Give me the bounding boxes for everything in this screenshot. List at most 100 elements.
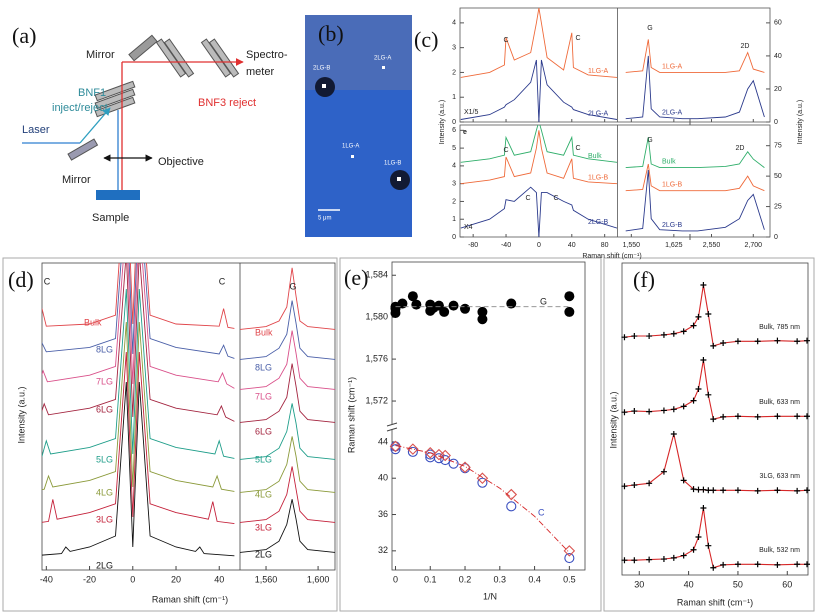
point [424,447,437,459]
series-label: 1LG-B [662,182,683,189]
data-point [670,431,677,437]
peak-label: C [503,37,508,44]
x-tick-label: -40 [40,574,53,584]
series-label: 3LG, 633 nm [760,473,801,480]
panel-label: (f) [633,267,655,292]
spectrum [240,330,335,390]
axis-title: 1/N [483,591,497,601]
filter-bnf3 [155,38,240,78]
x-tick-label: 2,550 [703,242,721,249]
spectrum [240,499,335,553]
data-point [660,407,667,414]
x-tick-label: 0 [393,574,398,584]
data-point [670,554,677,561]
spectrum [460,130,617,185]
scale-label: X1/5 [464,109,479,116]
fit-line [624,284,808,347]
data-point [621,557,628,564]
point [448,458,459,469]
data-point [710,342,717,349]
plot-frame [621,262,809,576]
peak-label: C [503,147,508,154]
peak-label: C [553,195,558,202]
y2-tick-label: 50 [774,173,782,180]
fit-line [624,359,807,420]
data-point [695,313,702,320]
axis-title: Intensity (a.u.) [608,391,618,448]
plot-frame [459,124,771,238]
data-point [720,413,727,420]
y2-tick-label: 20 [774,86,782,93]
series-label: Bulk [255,327,273,337]
data-point [631,482,638,489]
data-point [660,331,667,338]
y-tick-label: 1 [452,94,456,101]
axis-title: Raman shift (cm⁻¹) [677,597,753,607]
series-label: 5LG [255,454,272,464]
spectrum [240,436,335,493]
y-tick-label: 4 [452,163,456,170]
y-tick-label: 3 [452,44,456,51]
x-tick-label: 30 [634,579,644,589]
data-point [804,561,811,568]
series-label: 2LG [96,560,113,570]
peak-label: C [44,276,51,286]
data-point [774,413,781,420]
label: Laser [22,124,50,136]
panel-label: (a) [12,23,36,48]
point [407,446,418,457]
data-point [660,556,667,563]
spectrum [240,267,335,330]
series-label: 3LG [255,522,272,532]
data-point [695,534,702,540]
data-point [754,561,761,568]
spectrum [42,321,235,492]
series-label: 7LG [255,391,272,401]
spectrum [625,39,765,73]
plot-frame [391,261,586,571]
data-point [705,542,712,549]
diagram-a: (a) Mirror BNF1 inject/reject Spectro- m… [12,23,288,224]
peak-label: C [525,195,530,202]
y-tick-label: 4 [452,20,456,27]
point [407,291,418,302]
data-point [720,561,727,568]
data-point [734,561,741,568]
data-point [646,333,653,340]
x-tick-label: 0.5 [563,574,576,584]
data-point [794,561,801,568]
panel-label: (d) [8,267,34,292]
x-tick-label: 0 [130,574,135,584]
y2-tick-label: 0 [774,234,778,241]
x-tick-label: 40 [214,574,224,584]
point [477,306,488,317]
flake-label: 1LG-A [342,144,359,150]
series-label: 4LG [96,487,113,497]
data-point [794,338,801,345]
point [506,298,517,309]
y-tick-label: 40 [378,473,388,483]
spectrum [42,263,235,422]
flake-label: 2LG-A [374,56,391,62]
data-point [621,334,628,341]
axis-title: Raman shift (cm⁻¹) [152,594,228,604]
plot-frame [459,7,771,123]
y2-tick-label: 75 [774,143,782,150]
data-point [774,561,781,568]
data-point [631,333,638,340]
x-tick-label: -20 [83,574,96,584]
data-point [670,330,677,337]
y-tick-label: 5 [452,145,456,152]
point [505,488,518,501]
panel-box [2,257,338,612]
series-label: Bulk [662,158,676,165]
y2-tick-label: 60 [774,20,782,27]
label: inject/reject [52,102,108,114]
series-label: 1LG-B [588,175,609,182]
fit-line [624,433,808,492]
series-label: 2LG [255,549,272,559]
spectrum [460,59,617,122]
label: meter [246,66,274,78]
spectrum [240,300,335,360]
